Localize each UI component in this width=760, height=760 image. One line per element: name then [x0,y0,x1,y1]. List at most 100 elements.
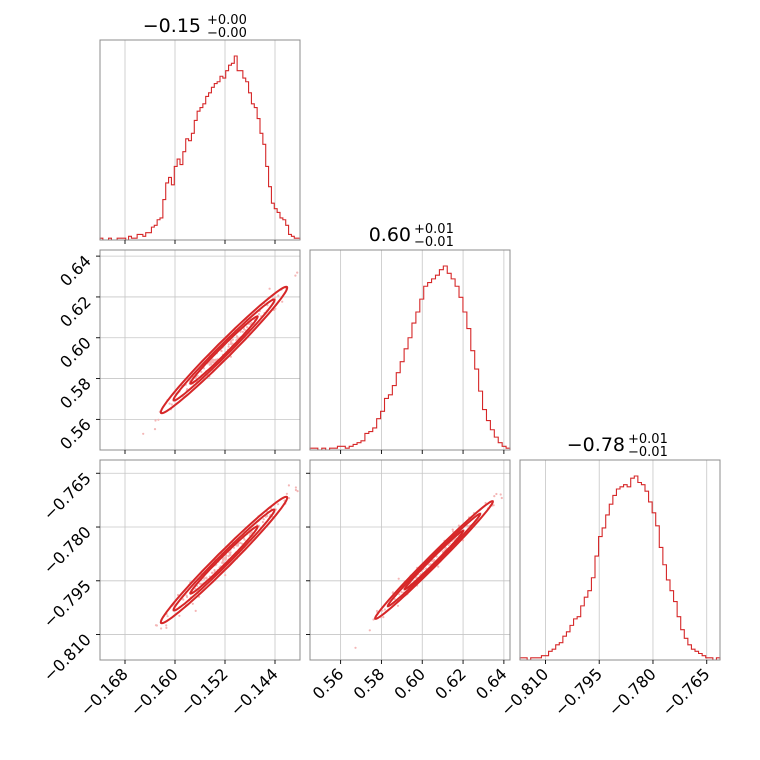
scatter-point [287,484,290,487]
x-tick-label: −0.168 [77,664,132,719]
scatter-point [229,355,232,358]
panel-frame [99,459,301,661]
scatter-point [375,609,379,613]
scatter-point [178,614,181,617]
title-param-2: 0.60 +0.01 −0.01 [369,222,454,250]
title-plus-error: +0.00 [207,13,247,28]
scatter-point [142,432,145,435]
scatter-point [213,570,216,573]
scatter-point [236,543,240,547]
grid-layer [100,40,708,660]
x-tick-label: −0.780 [604,664,659,719]
scatter-point [354,646,357,649]
scatter-point [208,363,211,366]
scatter-point [224,558,227,561]
y-tick-label: −0.780 [40,522,95,577]
scatter-point [281,300,284,303]
scatter-point [277,294,280,297]
scatter-point [447,543,450,547]
scatter-point [194,609,197,613]
panel-frame [99,249,301,451]
scatter-point [229,342,233,346]
scatter-point [257,313,260,316]
contour-line [172,298,276,402]
scatter-point [239,330,242,333]
scatter-point [168,402,171,405]
scatter-point [227,345,230,348]
scatter-point [383,608,386,611]
scatter-point [274,307,277,310]
y-tick-label: −0.765 [40,469,95,524]
scatter-point [243,538,246,541]
scatter-point [241,330,244,333]
title-minus-error: −0.00 [207,26,247,41]
scatter-point [268,287,271,290]
density-panel-1-2 [142,271,299,435]
scatter-point [157,418,160,421]
scatter-point [246,326,249,329]
scatter-point [294,488,297,492]
title-param-3: −0.78 +0.01 −0.01 [567,432,668,460]
x-tick-label: 0.58 [350,664,389,703]
scatter-point [231,338,234,341]
scatter-point [242,328,246,331]
scatter-point [203,577,206,580]
scatter-point [415,576,418,579]
scatter-point [222,561,225,564]
scatter-point [499,493,502,496]
density-panel-2-3 [354,492,503,649]
scatter-point [236,337,239,340]
contour-line [159,285,289,415]
y-tick-label: 0.62 [56,292,95,331]
scatter-point [160,627,163,630]
scatter-point [222,559,225,562]
scatter-point [382,616,385,619]
x-tick-label: −0.144 [227,664,282,719]
scatter-point [294,486,297,489]
scatter-point [368,629,371,632]
panel-frame [309,459,511,661]
y-tick-label: 0.64 [56,252,95,291]
histogram-param-3 [519,475,721,661]
scatter-point [285,492,288,495]
scatter-point [296,490,299,493]
contour-line [189,525,259,595]
scatter-point [396,604,400,607]
data-layer [99,55,721,661]
scatter-point [214,359,217,362]
frame-layer [99,39,721,661]
x-tick-label: −0.795 [551,664,606,719]
scatter-point [229,341,232,344]
scatter-point [296,271,299,274]
scatter-point [397,577,400,580]
scatter-point [294,274,297,277]
scatter-point [154,624,158,627]
scatter-point [493,495,496,498]
contour-line [374,500,494,620]
title-param-1: −0.15 +0.00 −0.00 [143,13,247,41]
scatter-point [170,403,173,406]
contour-line [189,315,259,385]
scatter-point [484,501,487,505]
y-tick-label: 0.56 [56,415,95,454]
title-plus-error: +0.01 [414,222,454,237]
scatter-point [211,571,214,574]
scatter-point [153,428,157,431]
x-tick-label: 0.56 [309,664,348,703]
panel-frame [309,249,511,451]
scatter-point [209,360,212,363]
scatter-point [227,343,230,346]
scatter-point [227,555,230,558]
x-tick-label: 0.62 [431,664,470,703]
title-value: −0.78 [567,434,625,456]
panel-frame [99,39,301,241]
y-tick-label: 0.58 [56,374,95,413]
scatter-point [186,595,189,599]
scatter-point [239,541,242,545]
contour-line [403,529,465,591]
scatter-point [437,565,440,568]
histogram-param-2 [309,265,511,451]
scatter-point [165,626,168,630]
scatter-point [495,492,498,496]
